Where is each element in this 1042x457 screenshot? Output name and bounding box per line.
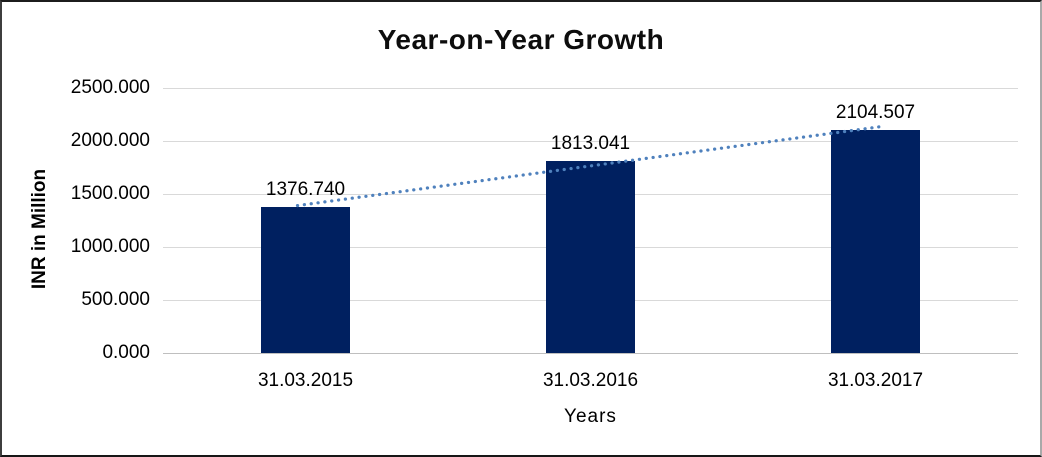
x-axis-title: Years	[564, 406, 617, 427]
plot-area	[163, 88, 1018, 354]
bar-value-label: 1813.041	[550, 132, 631, 154]
bar-31.03.2017	[831, 129, 920, 353]
y-tick-label: 1500.000	[70, 183, 150, 204]
y-tick-label: 2500.000	[70, 77, 150, 98]
bar-31.03.2016	[546, 160, 635, 353]
bar-value-label: 1376.740	[265, 179, 346, 201]
y-tick-label: 500.000	[81, 289, 150, 310]
y-tick-label: 0.000	[102, 342, 150, 363]
y-axis-title: INR in Million	[29, 168, 50, 290]
x-tick-label: 31.03.2015	[257, 370, 354, 391]
y-tick-label: 1000.000	[70, 236, 150, 257]
bar-value-label: 2104.507	[835, 101, 916, 123]
x-axis-line	[163, 353, 1018, 354]
x-tick-label: 31.03.2016	[542, 370, 639, 391]
bar-31.03.2015	[261, 207, 350, 353]
x-tick-label: 31.03.2017	[827, 370, 924, 391]
y-tick-label: 2000.000	[70, 130, 150, 151]
gridline	[163, 88, 1018, 89]
chart-title: Year-on-Year Growth	[377, 24, 665, 55]
